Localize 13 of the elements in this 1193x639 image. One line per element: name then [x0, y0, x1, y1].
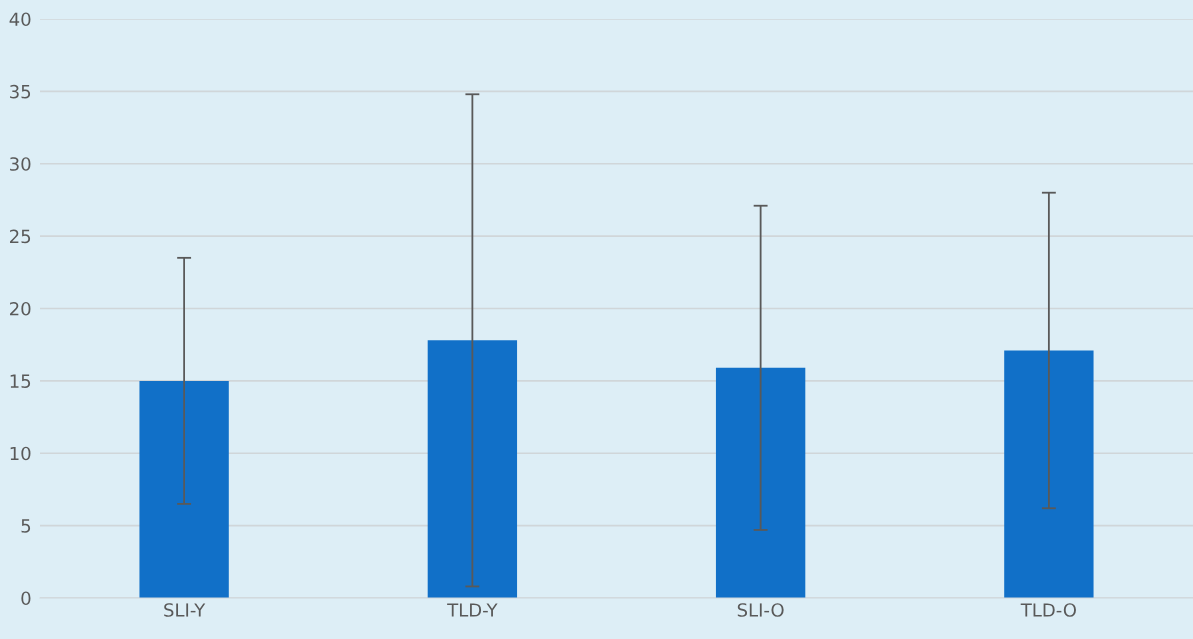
y-tick-label: 5 — [21, 519, 31, 533]
y-tick-label: 25 — [10, 229, 31, 244]
y-tick-label: 40 — [9, 12, 31, 27]
x-tick-label: TLD-Y — [447, 603, 498, 617]
y-tick-label: 0 — [21, 591, 31, 606]
x-tick-label: SLI-O — [737, 603, 784, 617]
y-tick-label: 20 — [10, 301, 31, 316]
x-tick-label: SLI-Y — [164, 603, 206, 617]
y-tick-label: 35 — [10, 84, 31, 99]
x-tick-label: TLD-O — [1020, 603, 1076, 617]
y-tick-label: 30 — [10, 157, 31, 171]
y-tick-label: 15 — [10, 374, 31, 388]
y-tick-label: 10 — [10, 446, 31, 461]
